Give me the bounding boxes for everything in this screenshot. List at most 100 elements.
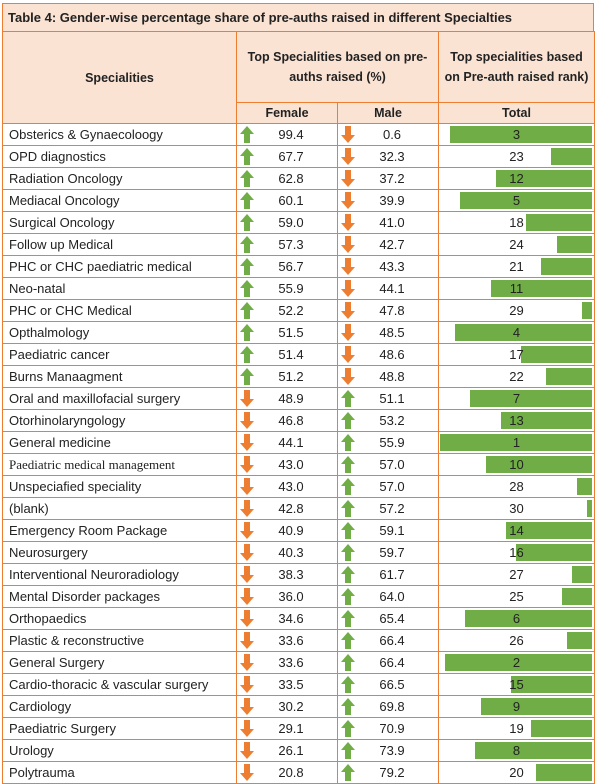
total-cell: 10: [438, 453, 596, 476]
rank-bar: [516, 544, 593, 561]
rank-bar: [485, 456, 593, 473]
male-cell: 59.1: [336, 519, 440, 542]
total-cell: 30: [438, 497, 596, 520]
up-arrow-icon: [341, 522, 355, 539]
table-row: Orthopaedics 34.6 65.4 6: [2, 607, 596, 630]
female-cell: 57.3: [236, 233, 338, 256]
female-cell: 55.9: [236, 277, 338, 300]
up-arrow-icon: [341, 698, 355, 715]
rank-bar: [521, 346, 593, 363]
total-cell: 6: [438, 607, 596, 630]
total-cell: 2: [438, 651, 596, 674]
down-arrow-icon: [240, 566, 254, 583]
total-rank: 9: [512, 699, 521, 714]
male-cell: 61.7: [336, 563, 440, 586]
rank-bar: [445, 654, 593, 671]
rank-bar: [465, 610, 593, 627]
female-cell: 40.9: [236, 519, 338, 542]
rank-bar: [460, 192, 593, 209]
table-row: Unspeciafied speciality 43.0 57.0 28: [2, 475, 596, 498]
male-value: 57.2: [379, 501, 405, 516]
down-arrow-icon: [240, 500, 254, 517]
up-arrow-icon: [240, 302, 254, 319]
female-cell: 33.5: [236, 673, 338, 696]
table-row: Plastic & reconstructive 33.6 66.4 26: [2, 629, 596, 652]
table-row: Polytrauma 20.8 79.2 20: [2, 761, 596, 784]
up-arrow-icon: [240, 258, 254, 275]
male-value: 37.2: [379, 171, 405, 186]
speciality-name: Interventional Neuroradiology: [2, 563, 237, 586]
table-row: Paediatric cancer 51.4 48.6 17: [2, 343, 596, 366]
female-value: 43.0: [278, 479, 304, 494]
up-arrow-icon: [341, 764, 355, 781]
total-rank: 27: [509, 567, 524, 582]
table-row: Neo-natal 55.9 44.1 11: [2, 277, 596, 300]
speciality-name: Mediacal Oncology: [2, 189, 237, 212]
female-cell: 43.0: [236, 475, 338, 498]
header-specialities: Specialities: [2, 31, 237, 124]
male-value: 66.5: [379, 677, 405, 692]
rank-bar: [470, 390, 593, 407]
total-rank: 24: [509, 237, 524, 252]
down-arrow-icon: [240, 456, 254, 473]
header-total: Total: [438, 102, 596, 124]
male-value: 53.2: [379, 413, 405, 428]
female-value: 56.7: [278, 259, 304, 274]
male-cell: 53.2: [336, 409, 440, 432]
down-arrow-icon: [240, 390, 254, 407]
male-value: 43.3: [379, 259, 405, 274]
up-arrow-icon: [240, 368, 254, 385]
up-arrow-icon: [341, 544, 355, 561]
speciality-name: Paediatric cancer: [2, 343, 237, 366]
total-cell: 24: [438, 233, 596, 256]
up-arrow-icon: [240, 280, 254, 297]
rank-bar: [541, 258, 593, 275]
female-value: 62.8: [278, 171, 304, 186]
female-cell: 33.6: [236, 629, 338, 652]
total-cell: 28: [438, 475, 596, 498]
female-value: 59.0: [278, 215, 304, 230]
female-value: 20.8: [278, 765, 304, 780]
total-cell: 19: [438, 717, 596, 740]
up-arrow-icon: [341, 632, 355, 649]
speciality-name: Cardio-thoracic & vascular surgery: [2, 673, 237, 696]
male-value: 41.0: [379, 215, 405, 230]
female-cell: 67.7: [236, 145, 338, 168]
male-cell: 0.6: [336, 123, 440, 146]
speciality-name: Neo-natal: [2, 277, 237, 300]
down-arrow-icon: [341, 258, 355, 275]
up-arrow-icon: [240, 192, 254, 209]
rank-bar: [526, 214, 593, 231]
table-row: Burns Manaagment 51.2 48.8 22: [2, 365, 596, 388]
male-value: 0.6: [382, 127, 402, 142]
rank-bar: [551, 148, 593, 165]
male-cell: 48.8: [336, 365, 440, 388]
male-value: 66.4: [379, 655, 405, 670]
female-cell: 99.4: [236, 123, 338, 146]
up-arrow-icon: [240, 324, 254, 341]
female-value: 40.9: [278, 523, 304, 538]
total-rank: 18: [509, 215, 524, 230]
up-arrow-icon: [240, 148, 254, 165]
rank-bar: [546, 368, 593, 385]
female-value: 33.6: [278, 655, 304, 670]
speciality-name: PHC or CHC Medical: [2, 299, 237, 322]
total-cell: 21: [438, 255, 596, 278]
female-value: 38.3: [278, 567, 304, 582]
female-value: 67.7: [278, 149, 304, 164]
total-rank: 28: [509, 479, 524, 494]
speciality-name: PHC or CHC paediatric medical: [2, 255, 237, 278]
speciality-name: Orthopaedics: [2, 607, 237, 630]
female-value: 29.1: [278, 721, 304, 736]
male-value: 79.2: [379, 765, 405, 780]
speciality-name: Cardiology: [2, 695, 237, 718]
female-cell: 36.0: [236, 585, 338, 608]
female-value: 43.0: [278, 457, 304, 472]
down-arrow-icon: [341, 368, 355, 385]
total-cell: 1: [438, 431, 596, 454]
speciality-name: Paediatric Surgery: [2, 717, 237, 740]
speciality-name: Urology: [2, 739, 237, 762]
table-row: Obsterics & Gynaecoloogy 99.4 0.6 3: [2, 123, 596, 146]
total-cell: 12: [438, 167, 596, 190]
male-cell: 42.7: [336, 233, 440, 256]
